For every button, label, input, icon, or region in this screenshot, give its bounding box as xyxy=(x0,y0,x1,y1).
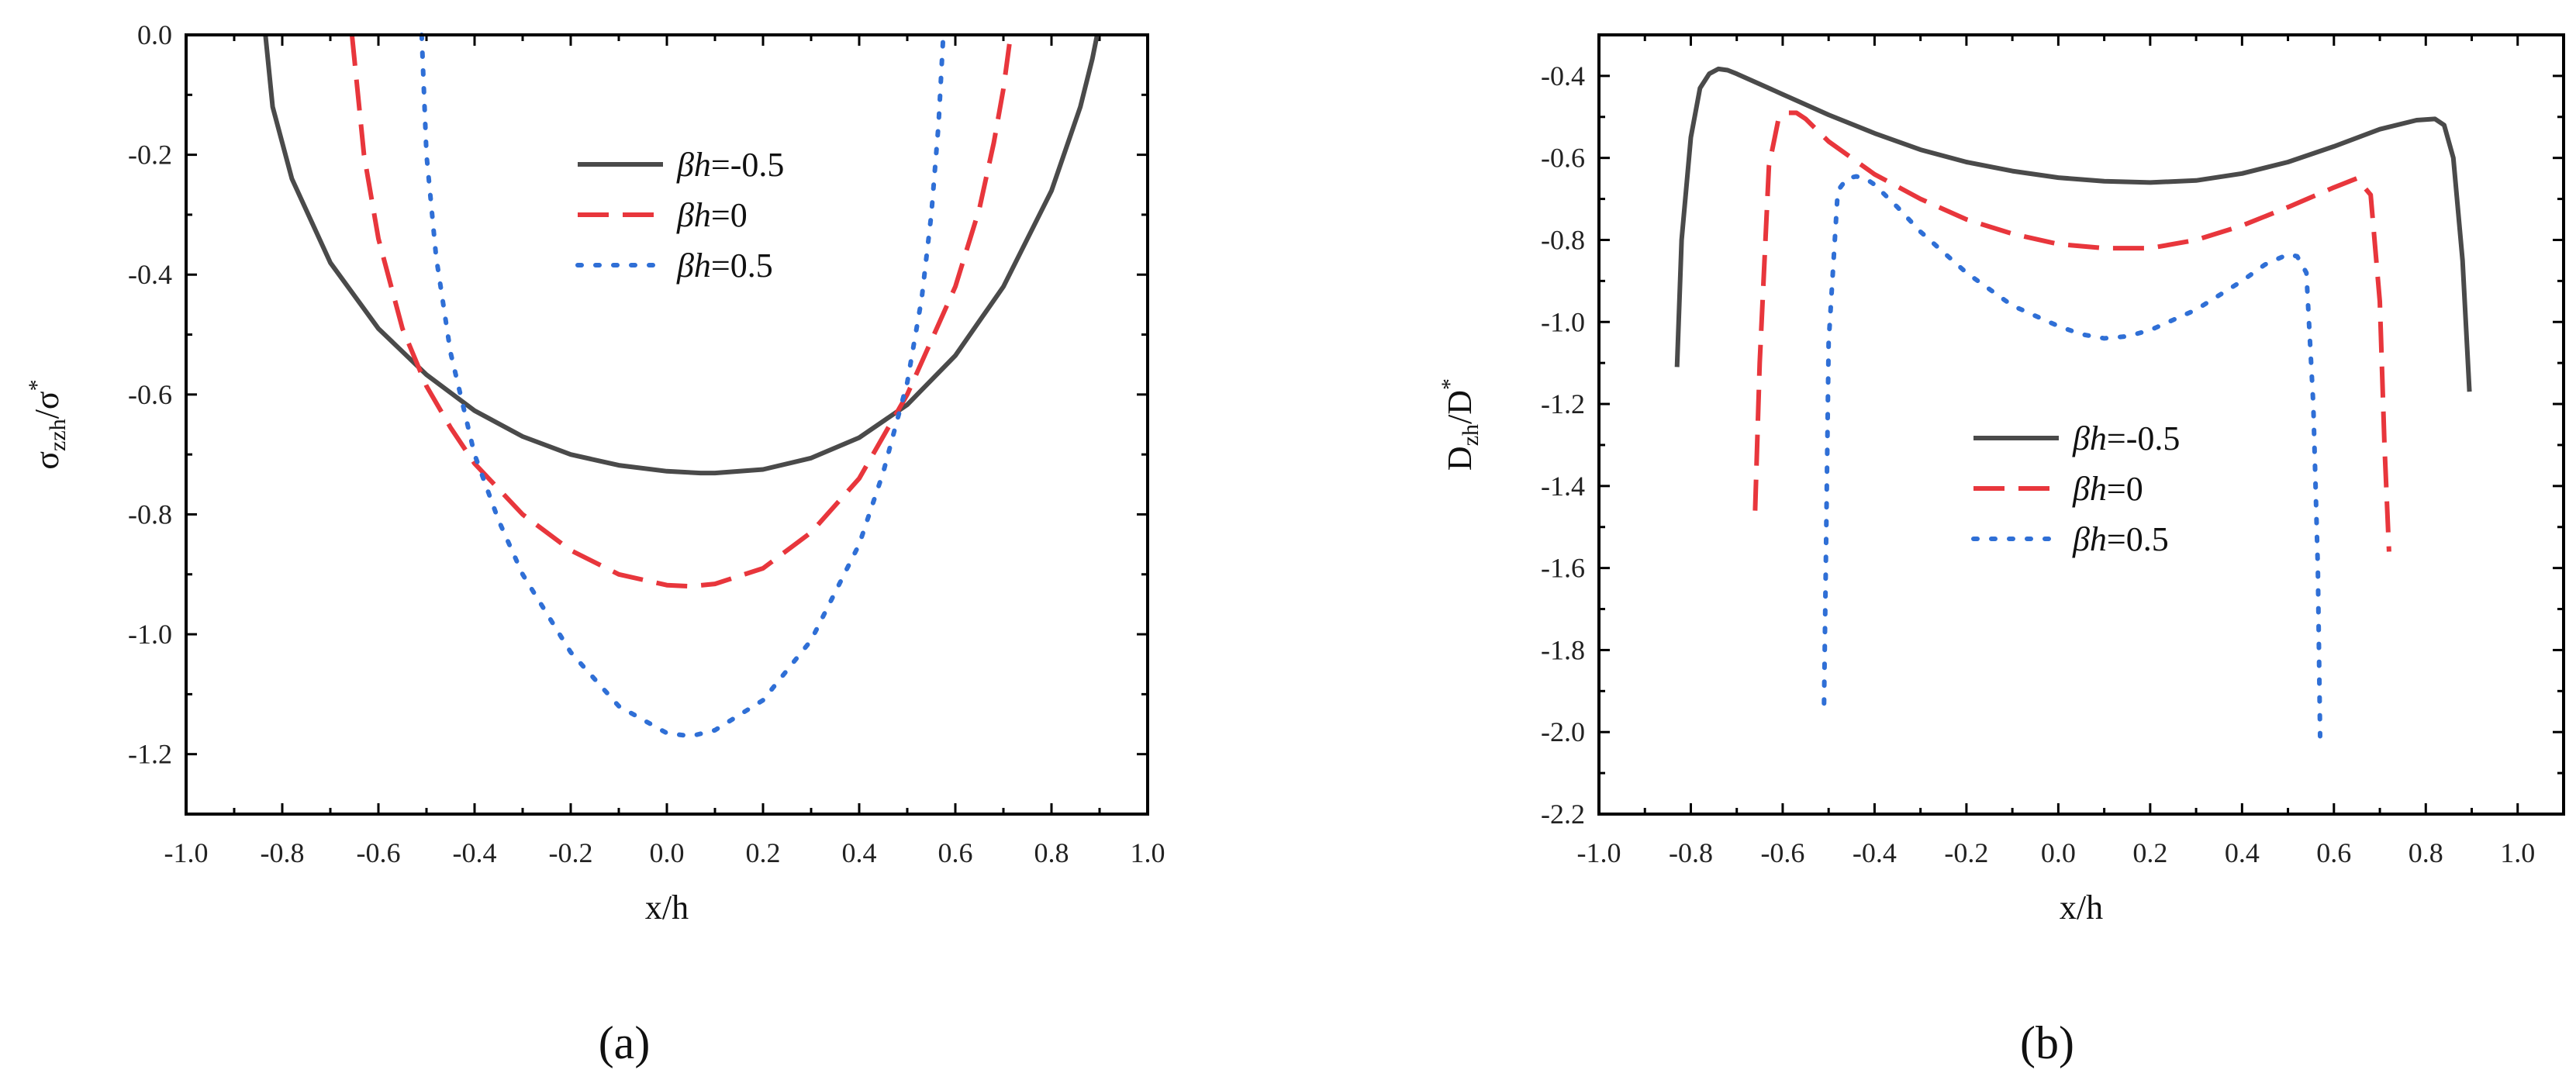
panel-b-ticks: -1.0 -0.8 -0.6 -0.4 -0.2 0.0 0.2 0.4 0.6 0.8 1.0 -0… xyxy=(1541,35,2564,868)
panel-b-series xyxy=(1674,66,2472,739)
panel-b-xtick-label: -0.8 xyxy=(1669,837,1713,868)
panel-a: -1.0 -0.8 -0.6 -0.4 -0.2 0.0 0.2 0.4 0.6 0.8 1.0 0.… xyxy=(24,19,1165,1068)
panel-b-series-0 xyxy=(1674,66,2472,392)
panel-b-frame xyxy=(1597,33,2565,816)
panel-b-ylabel-main: D xyxy=(1441,446,1479,471)
panel-a-xtick-label: 0.8 xyxy=(1034,837,1069,868)
panel-b-ytick-label: -0.8 xyxy=(1541,224,1585,255)
panel-a-series xyxy=(263,33,1100,739)
panel-a-legend: βh=-0.5 βh=0 βh=0.5 xyxy=(575,146,784,285)
panel-b-xtick-label: -0.2 xyxy=(1944,837,1988,868)
panel-b-ytick-label: -1.8 xyxy=(1541,634,1585,665)
panel-b-series-2 xyxy=(1822,174,2322,739)
panel-b-ytick-label: -1.4 xyxy=(1541,471,1585,502)
panel-b-xtick-label: 0.2 xyxy=(2132,837,2167,868)
panel-b-ytick-label: -0.4 xyxy=(1541,60,1585,91)
panel-a-xtick-label: -0.2 xyxy=(549,837,593,868)
panel-a-ytick-label: -0.4 xyxy=(128,259,172,290)
panel-b-ytick-label: -1.0 xyxy=(1541,306,1585,337)
panel-a-series-0 xyxy=(263,34,1100,476)
panel-a-ylabel-sub: zzh xyxy=(45,419,71,451)
panel-a-ytick-label: -1.2 xyxy=(128,739,172,770)
panel-a-legend-label-2: βh=0.5 xyxy=(676,247,773,285)
panel-b-legend-label-1: βh=0 xyxy=(2072,470,2143,508)
panel-a-legend-label-0: βh=-0.5 xyxy=(676,146,784,184)
panel-b-xlabel: x/h xyxy=(2060,889,2103,927)
panel-a-xtick-label: 0.4 xyxy=(842,837,877,868)
panel-b-ylabel: Dzh/D* xyxy=(1437,378,1483,471)
panel-a-legend-label-1: βh=0 xyxy=(676,196,748,234)
panel-a-ylabel-sup: * xyxy=(24,379,50,391)
panel-b-ytick-label: -1.2 xyxy=(1541,388,1585,419)
panel-b-xtick-label: -0.6 xyxy=(1760,837,1804,868)
panel-b-xtick-label: 0.4 xyxy=(2225,837,2260,868)
panel-b-xtick-label: 0.8 xyxy=(2409,837,2443,868)
panel-a-ytick-label: -0.8 xyxy=(128,499,172,530)
panel-b-ylabel-mid: /D xyxy=(1441,390,1479,424)
panel-a-xtick-label: 0.2 xyxy=(746,837,781,868)
panel-a-xtick-label: -0.6 xyxy=(357,837,401,868)
panel-b-ytick-label: -2.0 xyxy=(1541,716,1585,747)
panel-b-label: (b) xyxy=(2020,1017,2074,1068)
panel-b-xtick-label: 1.0 xyxy=(2500,837,2535,868)
panel-a-xtick-label: -0.4 xyxy=(453,837,497,868)
panel-b-legend: βh=-0.5 βh=0 βh=0.5 xyxy=(1971,419,2180,558)
panel-a-ylabel-main: σ xyxy=(28,451,66,470)
panel-b-ytick-label: -1.6 xyxy=(1541,553,1585,584)
panel-a-xlabel: x/h xyxy=(645,889,689,927)
panel-b-series-1 xyxy=(1752,110,2391,552)
panel-b-ytick-label: -2.2 xyxy=(1541,799,1585,830)
panel-a-series-2 xyxy=(419,33,946,739)
panel-b-legend-label-0: βh=-0.5 xyxy=(2072,419,2180,457)
panel-a-xtick-label: -0.8 xyxy=(261,837,305,868)
panel-b-xtick-label: 0.0 xyxy=(2041,837,2076,868)
panel-b-ylabel-sub: zh xyxy=(1458,424,1483,446)
panel-a-xtick-label: -1.0 xyxy=(164,837,209,868)
panel-b-ytick-label: -0.6 xyxy=(1541,143,1585,174)
panel-a-ylabel-mid: /σ xyxy=(28,391,66,419)
panel-b: -1.0 -0.8 -0.6 -0.4 -0.2 0.0 0.2 0.4 0.6 0.8 1.0 -0… xyxy=(1437,33,2565,1068)
panel-a-xtick-label: 1.0 xyxy=(1131,837,1165,868)
panel-b-legend-label-2: βh=0.5 xyxy=(2072,520,2169,558)
panel-b-xtick-label: -0.4 xyxy=(1853,837,1897,868)
panel-a-xtick-label: 0.0 xyxy=(650,837,685,868)
panel-b-xtick-label: -1.0 xyxy=(1577,837,1621,868)
panel-a-ylabel: σzzh/σ* xyxy=(24,379,71,469)
panel-a-label: (a) xyxy=(599,1017,651,1068)
panel-a-xtick-label: 0.6 xyxy=(938,837,973,868)
panel-a-ytick-label: -0.2 xyxy=(128,140,172,171)
panel-a-ytick-label: 0.0 xyxy=(137,19,172,50)
panel-a-frame xyxy=(185,33,1149,816)
panel-a-ticks: -1.0 -0.8 -0.6 -0.4 -0.2 0.0 0.2 0.4 0.6 0.8 1.0 0.… xyxy=(128,19,1165,868)
panel-b-ylabel-sup: * xyxy=(1437,378,1462,390)
panel-a-series-1 xyxy=(349,34,1013,589)
panel-a-ytick-label: -0.6 xyxy=(128,379,172,410)
panel-b-xtick-label: 0.6 xyxy=(2316,837,2351,868)
panel-a-ytick-label: -1.0 xyxy=(128,619,172,650)
